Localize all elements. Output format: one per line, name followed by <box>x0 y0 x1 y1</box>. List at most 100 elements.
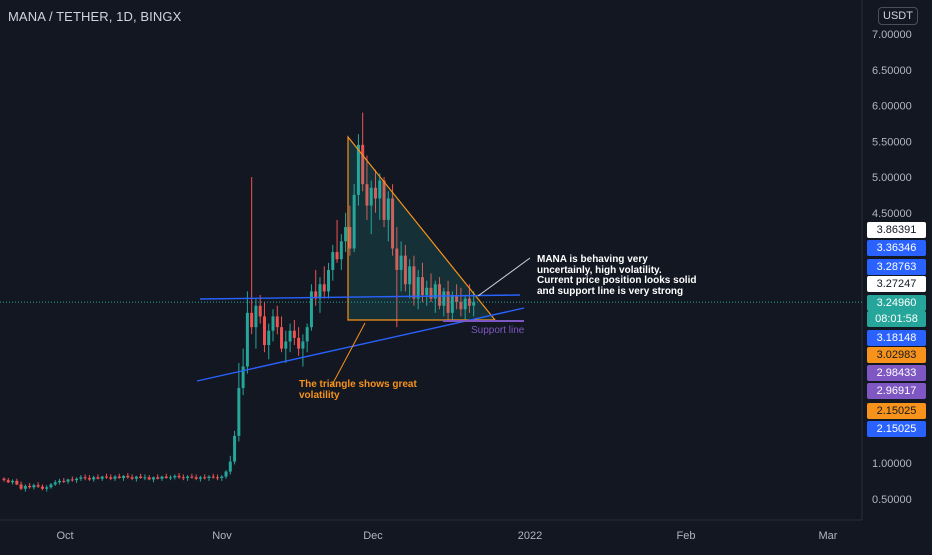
candle-body <box>262 316 266 346</box>
candle-body <box>455 294 459 303</box>
candle-body <box>288 330 292 342</box>
candle-body <box>113 476 117 479</box>
candle-body <box>403 255 407 285</box>
annotation-main-line: uncertainly, high volatility. <box>537 264 662 276</box>
candle-body <box>203 477 207 479</box>
annotation-main-line: and support line is very strong <box>537 285 684 297</box>
candle-body <box>28 485 32 488</box>
candle-body <box>446 291 450 313</box>
candle-body <box>378 180 382 199</box>
candle-body <box>472 302 476 306</box>
candle-body <box>267 330 271 346</box>
candle-body <box>62 480 66 482</box>
candle-body <box>49 484 53 488</box>
candle-body <box>15 480 19 485</box>
candle-body <box>147 477 151 480</box>
candle-body <box>134 476 138 479</box>
horizontal-resistance-line <box>199 294 521 300</box>
candle-body <box>177 475 181 478</box>
annotation-triangle-line: The triangle shows great <box>299 379 417 390</box>
candle-body <box>408 266 412 285</box>
candle-body <box>79 477 83 479</box>
price-label: 3.02983 <box>867 347 926 363</box>
candle-body <box>297 337 301 349</box>
candle-body <box>160 476 164 479</box>
candle-body <box>245 312 249 367</box>
candle-body <box>412 266 416 299</box>
candle-body <box>173 475 177 478</box>
currency-badge[interactable]: USDT <box>878 7 918 25</box>
annotation-triangle: The triangle shows great volatility <box>299 379 417 401</box>
x-tick-label: Nov <box>212 530 232 542</box>
price-label: 08:01:58 <box>867 311 926 327</box>
symbol-title[interactable]: MANA / TETHER, 1D, BINGX <box>8 9 182 24</box>
candle-body <box>382 180 386 220</box>
price-label: 3.24960 <box>867 295 926 311</box>
candle-body <box>6 480 10 483</box>
candle-body <box>216 477 219 479</box>
candle-body <box>224 471 228 477</box>
price-label: 2.96917 <box>867 383 926 399</box>
candle-body <box>130 477 134 479</box>
candle-body <box>66 479 70 482</box>
annotation-triangle-line: volatility <box>299 390 340 401</box>
candle-body <box>442 291 446 306</box>
candle-body <box>207 476 211 479</box>
candle-body <box>292 330 296 338</box>
price-label: 3.18148 <box>867 330 926 346</box>
candle-body <box>194 477 198 479</box>
candle-body <box>416 277 420 299</box>
candle-body <box>420 277 424 295</box>
candle-body <box>318 284 322 299</box>
candle-body <box>284 341 288 349</box>
candle-body <box>450 294 454 313</box>
candle-body <box>45 487 49 489</box>
x-tick-label: Dec <box>363 530 383 542</box>
candle-body <box>104 476 108 478</box>
candle-body <box>463 298 467 310</box>
candle-body <box>11 480 15 483</box>
y-tick-label: 4.50000 <box>872 208 912 220</box>
candle-body <box>369 187 373 206</box>
candle-body <box>309 291 313 328</box>
price-label: 2.15025 <box>867 421 926 437</box>
annotation-main-line: Current price position looks solid <box>537 275 697 286</box>
candle-body <box>233 435 237 462</box>
price-label: 3.86391 <box>867 222 926 238</box>
candle-body <box>356 144 360 195</box>
candle-body <box>181 477 185 479</box>
candle-body <box>331 252 335 270</box>
candle-body <box>164 476 168 479</box>
candle-body <box>254 305 258 328</box>
candle-body <box>467 298 471 306</box>
annotation-support-line: Support line <box>471 325 525 336</box>
candle-body <box>58 480 62 483</box>
main-callout-line <box>477 257 531 297</box>
volatility-triangle <box>347 135 497 321</box>
candle-body <box>348 227 352 249</box>
candle-body <box>429 287 433 299</box>
candle-body <box>186 476 190 479</box>
candle-body <box>220 476 224 479</box>
y-tick-label: 5.00000 <box>872 172 912 184</box>
candle-body <box>459 302 463 310</box>
candle-body <box>96 477 100 479</box>
candle-body <box>386 198 390 220</box>
candle-body <box>361 144 365 185</box>
candle-body <box>40 486 44 489</box>
candle-body <box>126 475 130 478</box>
candle-body <box>322 284 326 292</box>
annotation-main: MANA is behaving very uncertainly, high … <box>537 254 697 297</box>
candle-body <box>425 287 429 295</box>
candle-body <box>83 477 87 479</box>
price-label: 3.28763 <box>867 259 926 275</box>
y-tick-label: 1.00000 <box>872 458 912 470</box>
x-tick-label: Mar <box>819 530 838 542</box>
candle-body <box>211 476 215 478</box>
candle-body <box>373 187 377 199</box>
candle-body <box>87 478 91 480</box>
price-label: 3.27247 <box>867 276 926 292</box>
candle-body <box>190 476 194 478</box>
